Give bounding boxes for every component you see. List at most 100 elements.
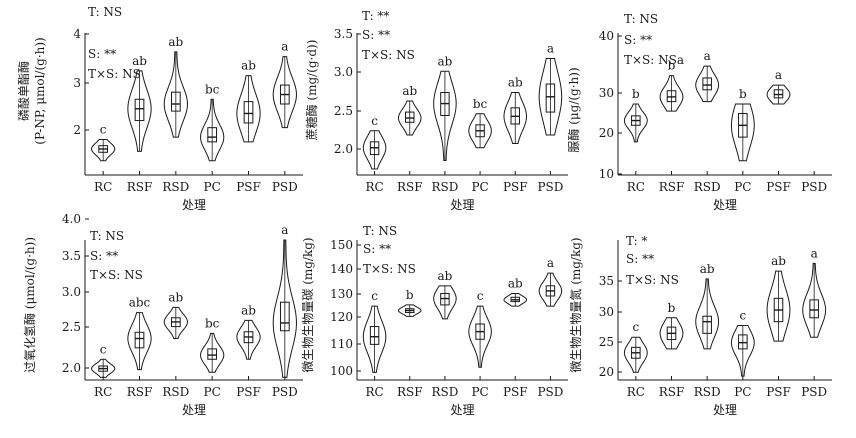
y-tick-label: 100: [330, 364, 353, 378]
violin-PSF: [236, 319, 261, 360]
box-RC: [369, 326, 380, 345]
stats-annotation: S: **: [624, 33, 652, 47]
stats-annotation: T: NS: [624, 12, 658, 26]
stats-annotation: T: NS: [90, 229, 124, 243]
stats-annotation: T×S: NS: [88, 67, 141, 81]
y-tick-label: 2.0: [334, 142, 353, 156]
y-tick-label: 3.5: [62, 249, 81, 263]
box-PSF: [773, 89, 784, 99]
sig-letter-PC: c: [477, 289, 484, 303]
x-tick-label: PC: [471, 385, 488, 399]
sig-letter-RSD: ab: [700, 262, 715, 276]
violin-RSF: [659, 75, 684, 112]
sig-letter-PSD: a: [547, 256, 554, 270]
sig-letter-RC: c: [371, 114, 378, 128]
x-tick-label: PC: [734, 385, 751, 399]
y-tick-label: 4.0: [62, 212, 81, 226]
stats-annotation: T: NS: [363, 224, 397, 238]
box-RSF: [134, 331, 145, 349]
x-tick-label: RC: [627, 385, 645, 399]
x-axis-title: 处理: [450, 198, 474, 212]
y-tick-label: 30: [599, 305, 614, 319]
panel-5: 100 110 120 130 140 150 RC RSF RSD PC PSF PSD 处理 微生物生…: [301, 224, 568, 417]
sig-letter-PSF: ab: [508, 276, 523, 290]
x-tick-label: PSD: [537, 385, 563, 399]
x-tick-label: PC: [204, 180, 221, 194]
y-tick-label: 140: [330, 262, 353, 276]
y-tick-label: 35: [599, 274, 614, 288]
x-tick-label: PSD: [801, 180, 827, 194]
y-axis-title-line: 微生物生物量氮 (mg/kg): [568, 237, 583, 372]
y-tick-label: 20: [599, 126, 614, 140]
y-tick-label: 4: [73, 27, 81, 41]
y-axis-title: 磷酸单酯酶 (P-NP, μmol/(g·h)): [16, 37, 47, 144]
violin-RSD: [163, 306, 188, 340]
box-RSD: [702, 77, 712, 91]
x-tick-label: RSD: [162, 180, 189, 194]
y-tick-label: 25: [599, 335, 614, 349]
violin-RSF: [127, 312, 152, 371]
sig-letter-PSD: a: [281, 223, 288, 237]
y-tick-label: 3.0: [334, 65, 353, 79]
violin-RSF: [397, 100, 422, 136]
y-axis-title: 微生物生物量氮 (mg/kg): [568, 237, 583, 372]
violin-PSF: [503, 292, 528, 307]
box-PSF: [243, 101, 254, 124]
stats-annotation: T: **: [362, 9, 389, 23]
box-PC: [207, 127, 218, 143]
y-axis-title: 脲酶 (μg/(g·h)): [566, 67, 581, 152]
y-axis-title-line: 磷酸单酯酶: [16, 61, 31, 121]
violin-PC: [468, 305, 492, 368]
y-tick-label: 10: [599, 167, 614, 181]
sig-letter-RC: c: [100, 123, 107, 137]
y-tick-label: 30: [599, 86, 614, 100]
box-PSD: [545, 83, 556, 113]
sig-letter-RSF: ab: [402, 84, 417, 98]
x-tick-label: RC: [627, 180, 645, 194]
sig-letter-RSD: a: [704, 49, 711, 63]
y-axis-title-line: 脲酶 (μg/(g·h)): [566, 67, 581, 152]
violin-RSF: [397, 304, 422, 317]
violin-PSF: [766, 270, 791, 342]
y-axis-title-line: 过氧化氢酶 (μmol/(g·h)): [22, 237, 37, 373]
box-PC: [207, 348, 218, 360]
stats-annotation: T×S: NS: [362, 48, 415, 62]
violin-RSD: [433, 70, 457, 162]
sig-letter-PSF: ab: [241, 303, 256, 317]
y-tick-label: 110: [330, 337, 353, 351]
y-tick-label: 130: [330, 287, 353, 301]
box-PC: [738, 334, 748, 350]
sig-letter-PC: bc: [473, 97, 488, 111]
x-tick-label: RSD: [162, 385, 189, 399]
sig-letter-PC: bc: [205, 316, 220, 330]
x-tick-label: RSF: [127, 385, 153, 399]
y-tick-label: 20: [599, 365, 614, 379]
x-tick-label: PC: [734, 180, 751, 194]
sig-letter-PSF: a: [775, 68, 782, 82]
x-tick-label: PC: [471, 180, 488, 194]
y-tick-label: 150: [330, 238, 353, 252]
sig-letter-RC: c: [371, 289, 378, 303]
box-RSD: [170, 91, 181, 112]
violin-PC: [730, 103, 755, 162]
y-tick-label: 2: [73, 123, 81, 137]
sig-letter-RSF: b: [406, 288, 414, 302]
violin-RC: [362, 130, 387, 170]
sig-letter-RSF: ab: [132, 54, 147, 68]
x-tick-label: PSF: [766, 385, 791, 399]
stats-annotation: S: **: [363, 242, 391, 256]
violin-RC: [91, 358, 116, 378]
x-tick-label: RSD: [694, 385, 721, 399]
x-tick-label: RSF: [397, 180, 423, 194]
y-tick-label: 120: [330, 310, 353, 324]
violin-RC: [623, 336, 648, 373]
violin-RSD: [433, 285, 457, 320]
stats-annotation: S: **: [626, 252, 654, 266]
stats-annotation: T: *: [626, 234, 647, 248]
x-tick-label: PSD: [801, 385, 827, 399]
sig-letter-PC: c: [739, 309, 746, 323]
sig-letter-RC: b: [632, 87, 640, 101]
x-tick-label: RC: [365, 180, 383, 194]
y-tick-label: 2.5: [334, 104, 353, 118]
